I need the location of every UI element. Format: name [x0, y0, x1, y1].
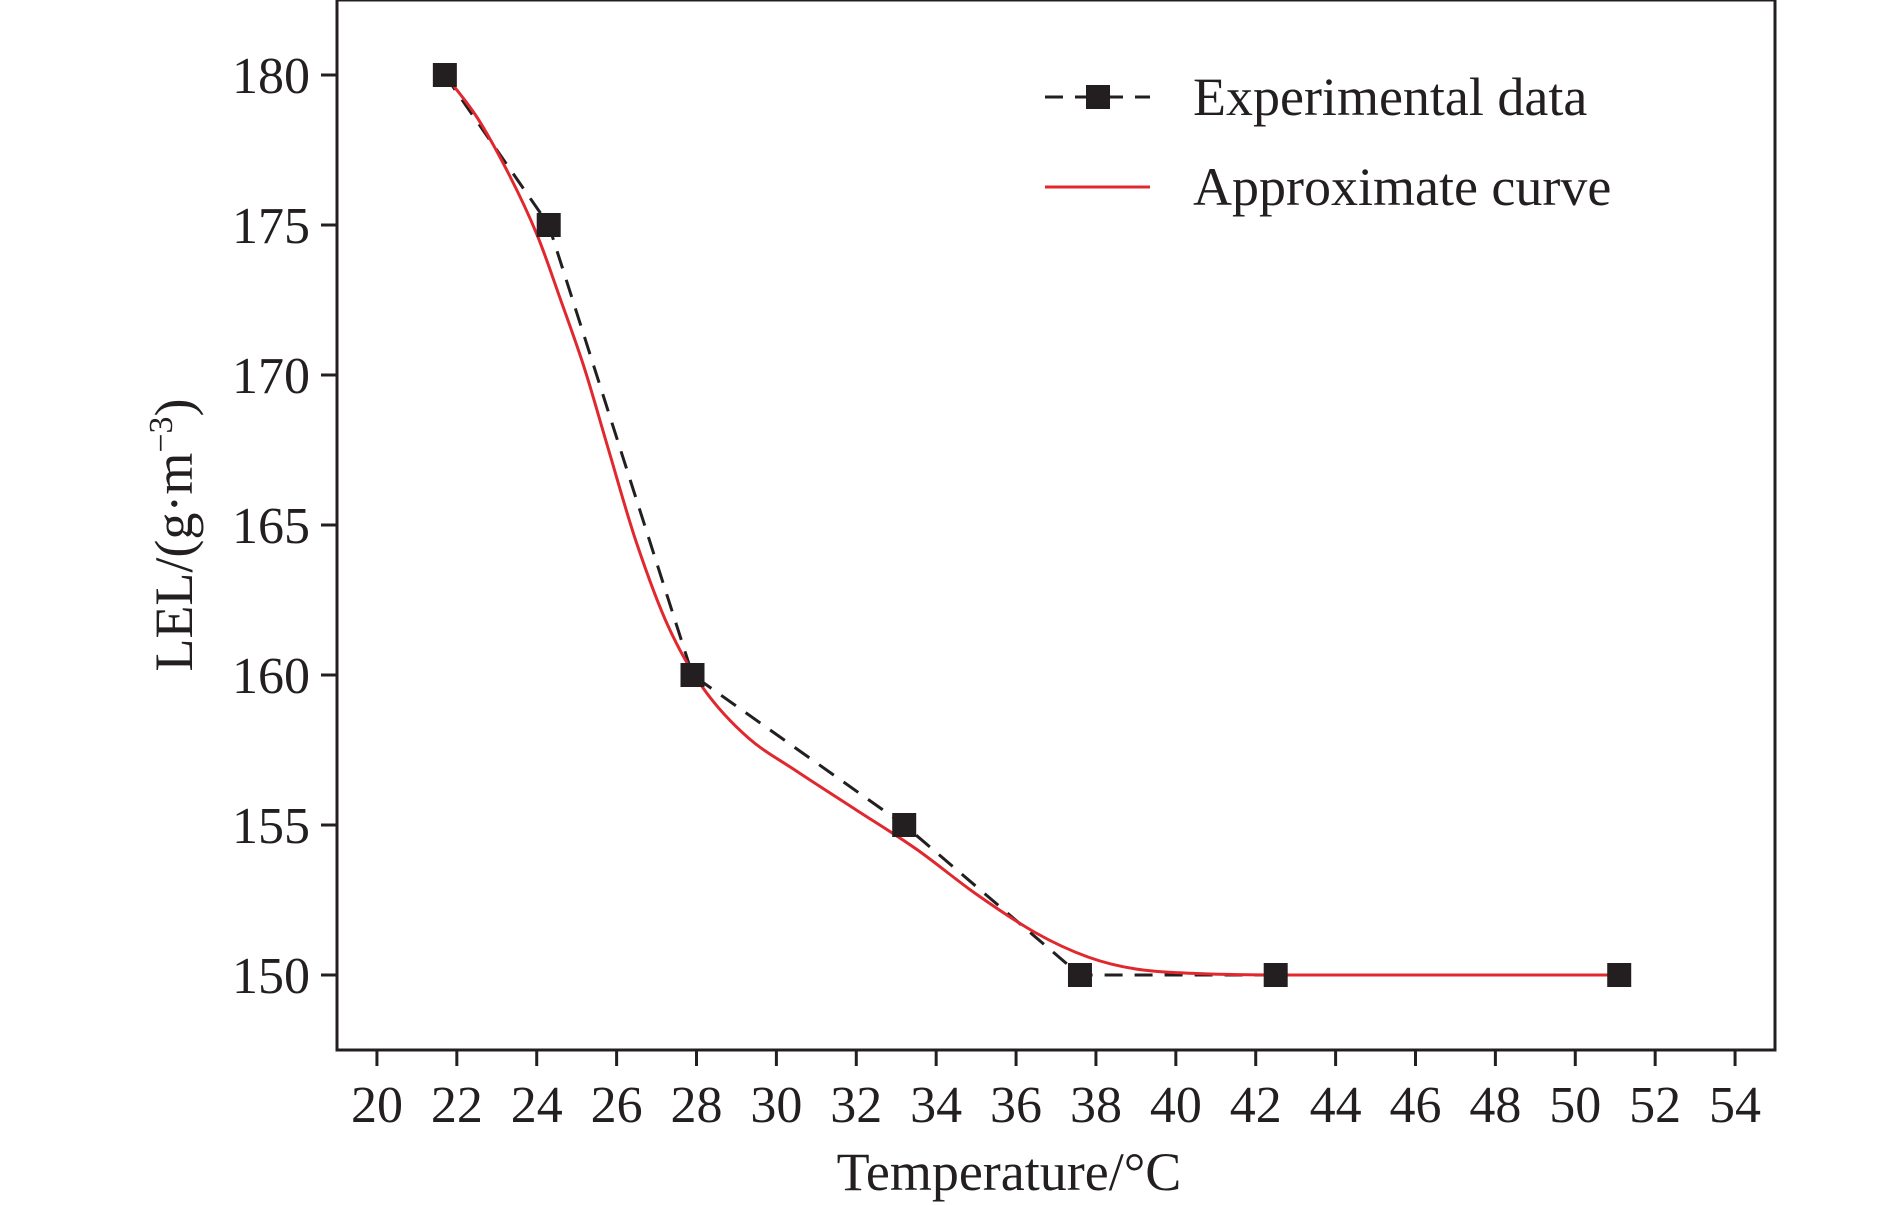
- x-tick-label: 48: [1469, 1077, 1521, 1134]
- legend-label-experimental: Experimental data: [1193, 67, 1587, 127]
- x-tick-label: 46: [1390, 1077, 1442, 1134]
- y-axis-title-main: LEL/(g·m: [144, 453, 204, 672]
- x-tick-label: 50: [1549, 1077, 1601, 1134]
- y-tick-label: 150: [232, 948, 310, 1005]
- y-axis-title-superscript: −3: [143, 416, 180, 452]
- x-tick-label: 32: [830, 1077, 882, 1134]
- x-tick-label: 24: [511, 1077, 563, 1134]
- x-tick-label: 28: [671, 1077, 723, 1134]
- x-axis-ticks: 20 22 24 26 28 30 32 34 36 38 40 42 44 46 48 50 52 54: [351, 1050, 1761, 1134]
- y-tick-label: 170: [232, 348, 310, 405]
- experimental-data-point: [892, 813, 917, 837]
- x-axis-title: Temperature/°C: [837, 1142, 1182, 1202]
- experimental-data-point: [1067, 963, 1092, 987]
- x-tick-label: 44: [1310, 1077, 1362, 1134]
- x-tick-label: 54: [1709, 1077, 1761, 1134]
- legend-swatch-experimental-marker: [1086, 85, 1110, 109]
- y-axis-title-close: ): [144, 398, 204, 416]
- legend: Experimental data Approximate curve: [1045, 67, 1611, 217]
- series-layer: [432, 63, 1632, 987]
- experimental-data-point: [1607, 963, 1632, 987]
- x-tick-label: 42: [1230, 1077, 1282, 1134]
- experimental-data-point: [1263, 963, 1288, 987]
- x-tick-label: 22: [431, 1077, 483, 1134]
- x-tick-label: 26: [591, 1077, 643, 1134]
- legend-label-approximate: Approximate curve: [1193, 157, 1611, 217]
- legend-item-experimental: Experimental data: [1045, 67, 1587, 127]
- x-tick-label: 34: [910, 1077, 962, 1134]
- y-tick-label: 155: [232, 798, 310, 855]
- x-tick-label: 40: [1150, 1077, 1202, 1134]
- x-tick-label: 20: [351, 1077, 403, 1134]
- series-approximate-curve: [443, 74, 1620, 977]
- x-tick-label: 30: [750, 1077, 802, 1134]
- y-tick-label: 165: [232, 498, 310, 555]
- experimental-data-point: [432, 63, 457, 87]
- y-tick-label: 180: [232, 48, 310, 105]
- x-tick-label: 36: [990, 1077, 1042, 1134]
- y-tick-label: 175: [232, 198, 310, 255]
- legend-item-approximate: Approximate curve: [1045, 157, 1611, 217]
- experimental-data-point: [680, 663, 705, 687]
- y-axis-title: LEL/(g·m−3): [143, 398, 204, 671]
- x-tick-label: 38: [1070, 1077, 1122, 1134]
- y-tick-label: 160: [232, 648, 310, 705]
- experimental-data-point: [536, 213, 561, 237]
- x-tick-label: 52: [1629, 1077, 1681, 1134]
- y-axis-ticks: 150 155 160 165 170 175 180: [232, 48, 337, 1005]
